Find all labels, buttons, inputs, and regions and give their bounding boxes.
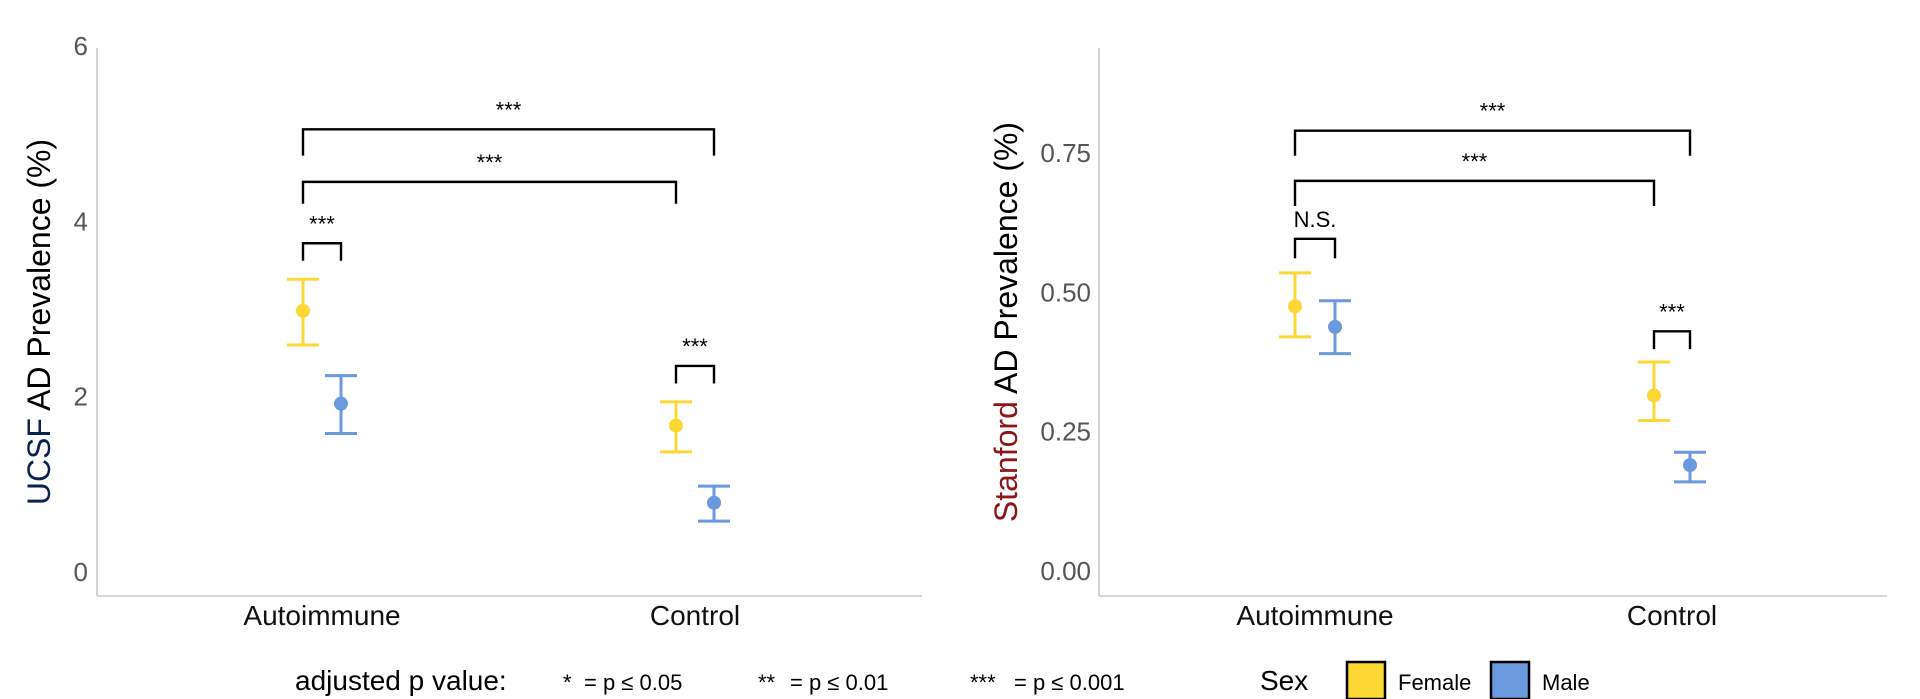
y-axis-title-site: UCSF <box>21 418 57 505</box>
panel-stanford: 0.00 0.25 0.50 0.75 Autoimmune Control Stanfor… <box>988 48 1887 631</box>
y-axis-title-rest: AD Prevalence (%) <box>988 122 1024 401</box>
significance-bracket <box>301 242 343 261</box>
y-axis-title: UCSF AD Prevalence (%) <box>21 139 57 505</box>
y-tick-label: 2 <box>74 382 88 412</box>
pvalue-legend-text-3: = p ≤ 0.001 <box>1014 670 1125 695</box>
pvalue-legend-title: adjusted p value: <box>295 665 507 696</box>
significance-bracket <box>1293 237 1337 259</box>
point-male <box>1328 319 1342 334</box>
significance-label: N.S. <box>1294 207 1337 232</box>
point-female <box>669 418 683 433</box>
point-female <box>1647 388 1661 403</box>
significance-label: *** <box>1462 149 1488 174</box>
legend: adjusted p value: * = p ≤ 0.05 ** = p ≤ … <box>295 660 1590 699</box>
point-female <box>1288 299 1302 314</box>
y-tick-label: 0.00 <box>1040 556 1091 586</box>
significance-bracket <box>1652 330 1692 350</box>
significance-bracket <box>301 128 716 156</box>
x-tick-label: Control <box>1627 600 1717 631</box>
y-axis-title: Stanford AD Prevalence (%) <box>988 122 1024 522</box>
y-axis-title-rest: AD Prevalence (%) <box>21 139 57 418</box>
significance-label: *** <box>477 150 503 175</box>
significance-label: *** <box>682 334 708 359</box>
y-tick-label: 6 <box>74 31 88 61</box>
significance-label: *** <box>1659 299 1685 324</box>
significance-label: *** <box>309 211 335 236</box>
point-male <box>1683 458 1697 473</box>
pvalue-legend-stars-3: *** <box>970 670 996 695</box>
x-tick-label: Control <box>650 600 740 631</box>
legend-label-female: Female <box>1398 670 1471 695</box>
point-female <box>296 303 310 318</box>
y-tick-label: 0.75 <box>1040 138 1091 168</box>
significance-bracket <box>674 364 716 384</box>
significance-bracket <box>301 180 678 204</box>
sex-legend-title: Sex <box>1260 665 1308 696</box>
y-tick-label: 0.50 <box>1040 277 1091 307</box>
y-axis-title-site: Stanford <box>988 401 1024 522</box>
significance-label: *** <box>496 97 522 122</box>
legend-swatch-male <box>1489 660 1531 699</box>
panel-ucsf: 0 2 4 6 Autoimmune Control UCSF AD Prevalence … <box>21 31 922 631</box>
significance-bracket <box>1293 179 1656 206</box>
significance-bracket <box>1293 129 1692 156</box>
significance-label: *** <box>1480 99 1506 124</box>
x-tick-label: Autoimmune <box>1236 600 1393 631</box>
legend-swatch-female <box>1345 660 1387 699</box>
y-tick-label: 4 <box>74 206 88 236</box>
point-male <box>334 396 348 411</box>
pvalue-legend-text-2: = p ≤ 0.01 <box>790 670 888 695</box>
point-male <box>707 495 721 510</box>
y-tick-label: 0.25 <box>1040 417 1091 447</box>
x-tick-label: Autoimmune <box>243 600 400 631</box>
pvalue-legend-text-1: = p ≤ 0.05 <box>584 670 682 695</box>
legend-label-male: Male <box>1542 670 1590 695</box>
pvalue-legend-stars-2: ** <box>758 670 776 695</box>
y-tick-label: 0 <box>74 557 88 587</box>
pvalue-legend-stars-1: * <box>563 670 572 695</box>
